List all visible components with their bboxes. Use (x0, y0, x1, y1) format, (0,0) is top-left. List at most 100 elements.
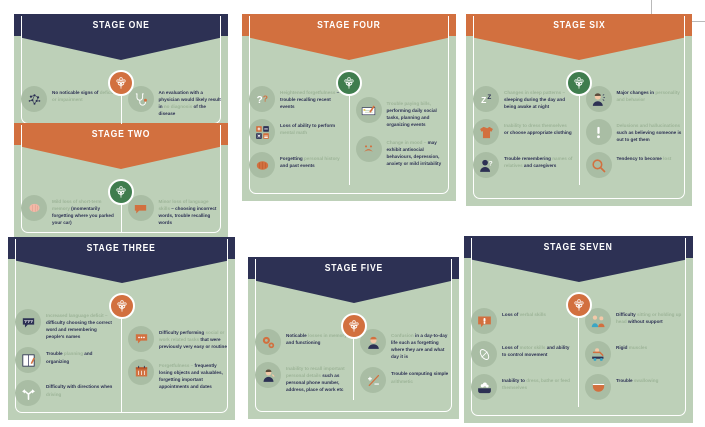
item-text: Increased language deficit – difficulty … (46, 309, 115, 340)
text-emphasis: such as believing someone is out to get … (616, 130, 682, 143)
wheelchair-icon (585, 341, 611, 367)
panel-stage-seven: STAGE SEVEN Loss of verbal skills Loss of… (464, 236, 693, 423)
panel-title: STAGE SIX (552, 19, 606, 31)
flap-triangle (471, 258, 686, 282)
text-emphasis: without support (628, 319, 663, 325)
item-text: Loss of ability to perform mental math (280, 119, 343, 136)
column-right: Difficulty sitting or holding up head wi… (578, 308, 686, 407)
text-muted: Delusions and hallucinations (616, 123, 681, 128)
text-muted: Increased language deficit – (46, 313, 108, 318)
flap-triangle (15, 259, 228, 283)
text-emphasis: Forgetting (280, 156, 304, 161)
panel-header: STAGE FOUR (242, 14, 456, 36)
text-emphasis: – choosing incorrect words, trouble reca… (158, 206, 217, 226)
column-right: Trouble paying bills, performing daily s… (348, 86, 450, 185)
stage-item: Forgetfulness – frequently losing object… (128, 358, 228, 390)
neurons-icon (21, 86, 47, 112)
text-emphasis: or choose appropriate clothing (504, 130, 572, 136)
panel-body: ??? Increased language deficit – difficul… (8, 239, 235, 421)
text-muted: driving (46, 391, 62, 397)
stage-medallion (566, 70, 592, 96)
stage-item: Inability to recall important personal d… (255, 362, 347, 393)
stage-item: Major changes in personality and behavio… (585, 86, 686, 112)
text-muted: Inability to dress themselves (504, 123, 567, 128)
text-muted: motor skills (519, 345, 547, 350)
stage-item: An evaluation with a physician would lik… (127, 86, 222, 117)
magnifier-icon (585, 152, 612, 178)
item-text: Trouble remembering names of relatives a… (504, 152, 573, 169)
text-muted: muscles (628, 345, 648, 350)
envelope-flap (255, 279, 452, 305)
panel-title: STAGE THREE (86, 242, 157, 254)
text-emphasis: Trouble (616, 378, 634, 383)
panel-columns: Noticable losses in memory and functioni… (255, 305, 452, 401)
flap-triangle (473, 36, 685, 60)
item-text: Trouble swallowing (616, 374, 658, 384)
text-emphasis: Loss of (502, 345, 520, 350)
item-text: Inability to dress themselves or choose … (504, 119, 573, 136)
item-text: Heightened forgetfulness – trouble recal… (280, 86, 343, 110)
panel-header: STAGE THREE (8, 237, 235, 259)
text-emphasis: Trouble (46, 351, 64, 357)
confused-person-icon (255, 362, 281, 388)
stage-item: Inability to dress, bathe or feed themse… (471, 374, 572, 400)
text-muted: no diagnosis (163, 104, 194, 110)
plus-minus-icon (360, 367, 386, 394)
brain-icon (249, 152, 275, 178)
stage-item: Loss of verbal skills (471, 308, 572, 334)
panel-header: STAGE SIX (466, 14, 692, 36)
text-muted: Changes in sleep patterns – (504, 90, 566, 95)
bathtub-icon (471, 374, 497, 400)
text-muted: arithmetic (391, 378, 413, 384)
column-left: ??? Increased language deficit – difficul… (15, 309, 121, 413)
brain-block-icon (21, 195, 47, 221)
stage-item: Change in mood – may exhibit antisocial … (355, 135, 450, 167)
panel-header: STAGE SEVEN (464, 236, 693, 258)
svg-text:???: ??? (23, 319, 32, 325)
stage-item: Delusions and hallucinations such as bel… (585, 119, 686, 145)
panel-stage-five: STAGE FIVE Noticable losses in memory and… (248, 257, 459, 419)
stage-item: Trouble paying bills, performing daily s… (355, 97, 450, 128)
text-muted: sitting or holding up head (616, 312, 682, 325)
stage-medallion (108, 179, 134, 205)
item-text: Inability to dress, bathe or feed themse… (502, 374, 572, 391)
text-emphasis: No noticable signs of (52, 90, 100, 95)
gears-icon (255, 329, 281, 355)
panel-header: STAGE FIVE (248, 257, 459, 279)
item-text: Changes in sleep patterns – sleeping dur… (504, 86, 573, 110)
text-muted: lost (663, 156, 672, 161)
directions-icon (15, 380, 41, 407)
envelope-flap (21, 145, 221, 171)
stage-medallion (340, 313, 367, 339)
panel-stage-three: STAGE THREE??? Increased language deficit… (8, 237, 235, 421)
svg-text:?: ? (488, 160, 492, 167)
flap-triangle (255, 279, 452, 303)
panel-columns: ?? Heightened forgetfulness – trouble rec… (249, 62, 449, 185)
column-right: Difficulty performing social or work rel… (121, 309, 228, 414)
envelope-flap (471, 258, 686, 284)
assist-person-icon (585, 308, 611, 334)
panel-columns: Loss of verbal skills Loss of motor skil… (471, 284, 686, 407)
column-left: Mild loss of short-term memory (momentar… (21, 195, 121, 233)
text-muted: Minor loss of language skills (158, 199, 209, 212)
item-text: Forgetting personal history and past eve… (280, 152, 343, 169)
stage-item: No noticable signs of deficit or impairm… (21, 86, 115, 112)
stage-item: Mild loss of short-term memory (momentar… (21, 195, 115, 226)
item-text: Difficulty with directions when driving (46, 380, 115, 397)
text-emphasis: and organizing (46, 351, 93, 364)
text-emphasis: that were previously very easy or routin… (159, 336, 227, 349)
angry-person-icon (585, 86, 612, 112)
item-text: Forgetfulness – frequently losing object… (159, 359, 228, 390)
panel-columns: ??? Increased language deficit – difficul… (15, 285, 228, 414)
question-bubble-icon: ??? (15, 309, 41, 335)
column-right: Minor loss of language skills – choosing… (120, 195, 222, 234)
text-muted: Mild loss of short-term memory (52, 199, 102, 212)
text-emphasis: Inability to (502, 378, 527, 383)
panel-stage-one: STAGE ONE No noticable signs of deficit o… (14, 14, 228, 132)
muscle-icon (471, 341, 497, 367)
text-emphasis: such as personal phone number, address, … (286, 373, 344, 393)
text-muted: social or work related tasks (159, 329, 225, 342)
text-emphasis: Tendency to become (616, 156, 664, 161)
item-text: Major changes in personality and behavio… (617, 86, 686, 103)
text-emphasis: Loss of (502, 312, 520, 317)
